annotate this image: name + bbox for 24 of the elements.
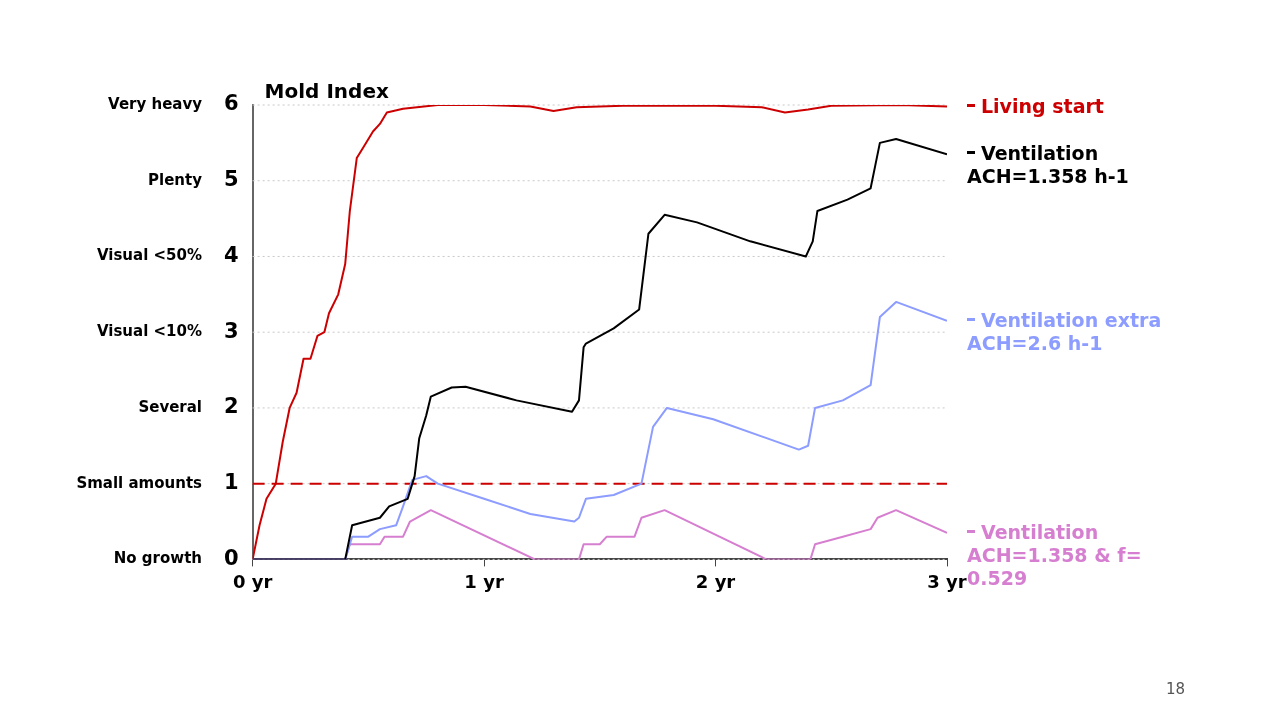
x-tick-label: 2 yr: [695, 570, 736, 592]
text: Small amounts: [76, 473, 203, 492]
y-tick-label: 5: [223, 167, 239, 192]
y-tick-label: 4: [223, 242, 239, 267]
y-tick-label: 6: [223, 91, 239, 116]
y-tick-label: 2: [223, 394, 239, 419]
chart-title: Mold Index: [264, 79, 389, 104]
legend-label: Ventilation ACH=1.358 h-1: [967, 142, 1130, 189]
text: 18: [1165, 680, 1185, 698]
y-tick-label: 1: [223, 470, 239, 495]
x-tick-label: 1 yr: [464, 570, 504, 592]
text: No growth: [113, 549, 202, 568]
x-tick-label: 0 yr: [232, 570, 273, 592]
legend-label: Living start: [980, 94, 1105, 118]
y-tick-label: 3: [223, 318, 239, 343]
x-tick-label: 3 yr: [927, 570, 967, 592]
text: Several: [138, 397, 202, 416]
text: Plenty: [148, 170, 203, 189]
legend-label: Ventilation extra ACH=2.6 h-1: [967, 308, 1163, 355]
text: Visual <10%: [96, 322, 202, 341]
y-tick-label: 0: [223, 545, 239, 570]
text: Visual <50%: [96, 246, 202, 265]
text: Very heavy: [108, 94, 203, 113]
legend-label: Ventilation ACH=1.358 & f= 0.529: [967, 520, 1143, 589]
